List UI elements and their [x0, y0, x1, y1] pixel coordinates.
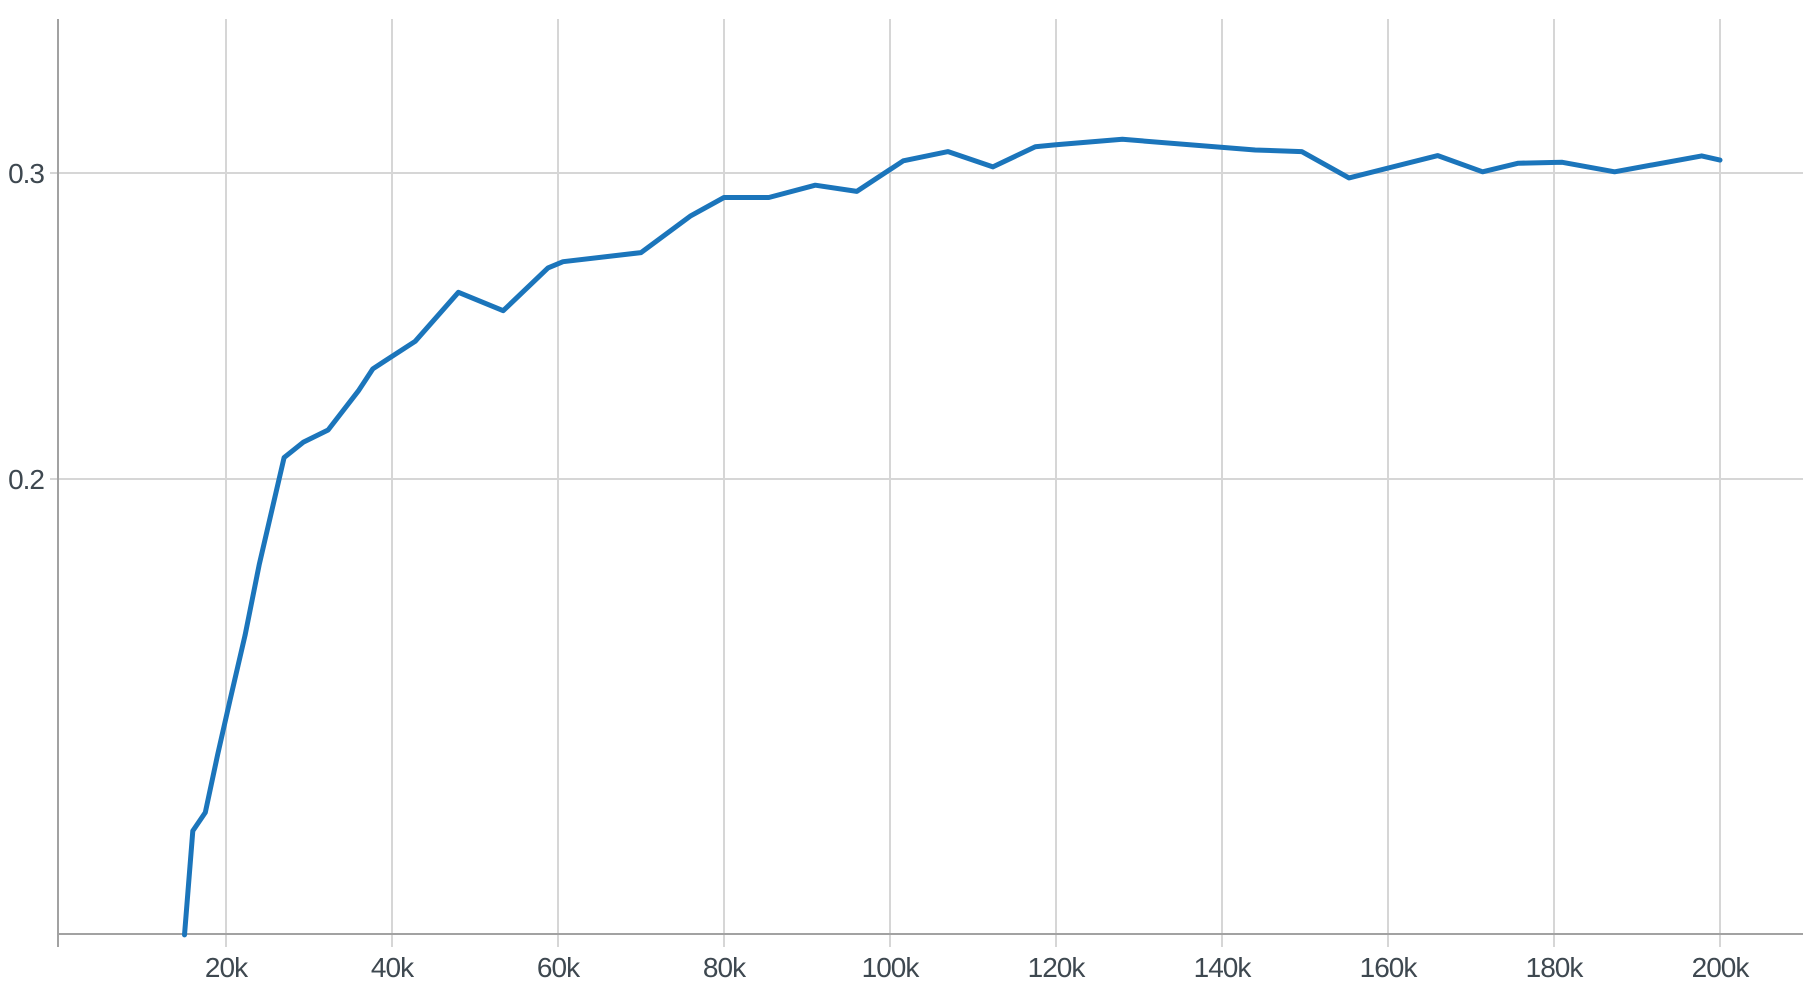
- x-tick-label: 120k: [1028, 952, 1087, 983]
- x-tick-label: 40k: [371, 952, 415, 983]
- x-tick-label: 180k: [1526, 952, 1585, 983]
- x-tick-label: 100k: [862, 952, 921, 983]
- series-line[interactable]: [182, 136, 1723, 938]
- gridlines: [50, 19, 1803, 947]
- axes: [57, 19, 1803, 947]
- y-tick-label: 0.2: [8, 464, 44, 495]
- y-tick-labels: 0.2 0.3: [8, 158, 45, 495]
- series-group: [182, 136, 1723, 938]
- x-tick-label: 140k: [1194, 952, 1253, 983]
- x-tick-label: 200k: [1692, 952, 1751, 983]
- y-tick-label: 0.3: [8, 158, 44, 189]
- x-tick-label: 160k: [1360, 952, 1419, 983]
- x-tick-label: 20k: [205, 952, 249, 983]
- x-tick-label: 60k: [537, 952, 581, 983]
- x-tick-labels: 20k 40k 60k 80k 100k 120k 140k 160k 180k 200k: [205, 952, 1751, 983]
- x-tick-label: 80k: [703, 952, 747, 983]
